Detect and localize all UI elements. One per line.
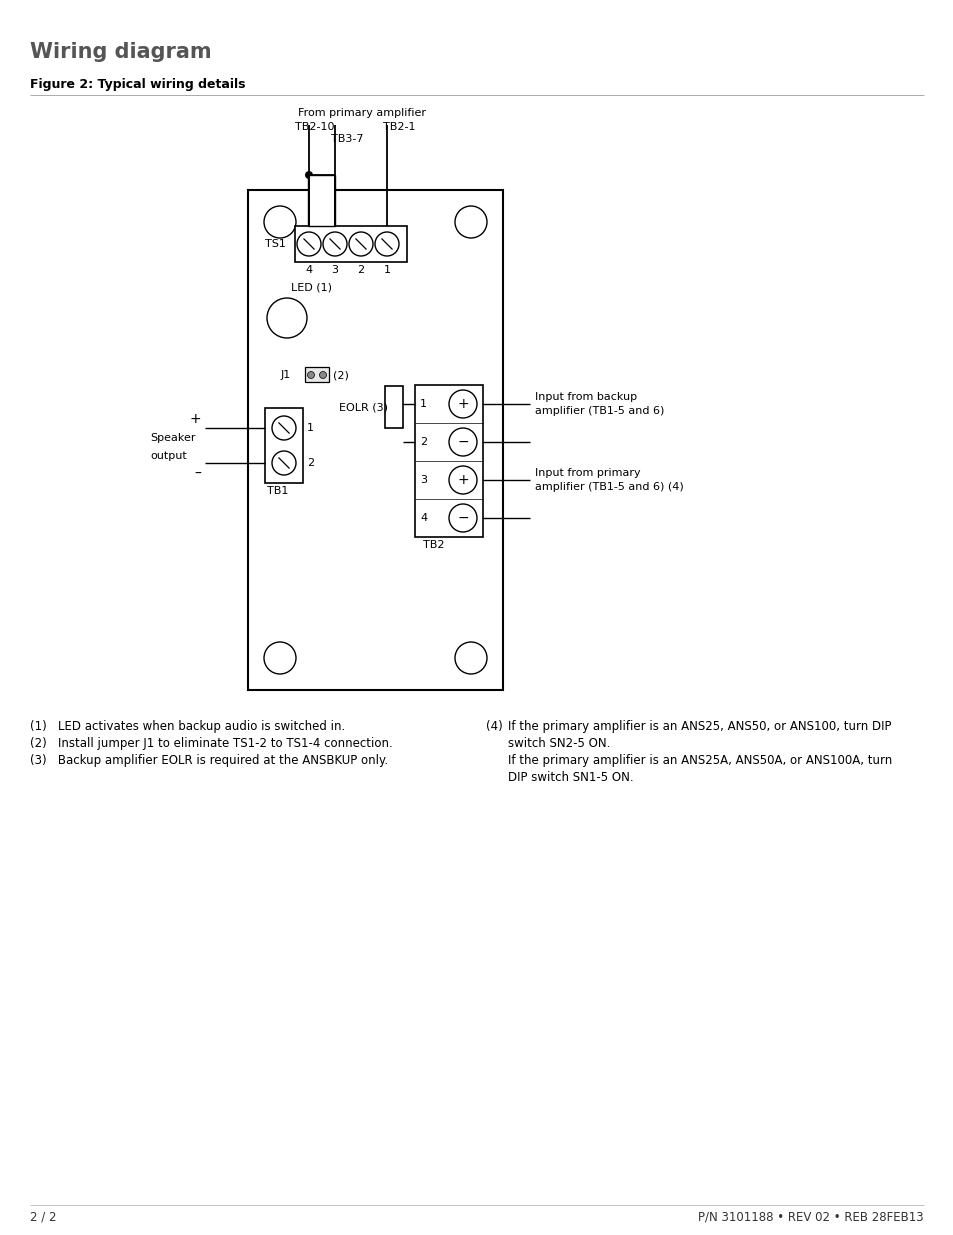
Text: amplifier (TB1-5 and 6) (4): amplifier (TB1-5 and 6) (4) (535, 482, 683, 492)
Text: TB1: TB1 (267, 487, 288, 496)
Text: –: – (193, 467, 201, 480)
Text: EOLR (3): EOLR (3) (338, 403, 388, 412)
Text: switch SN2-5 ON.: switch SN2-5 ON. (507, 737, 610, 750)
Text: output: output (150, 451, 187, 461)
Text: (3)   Backup amplifier EOLR is required at the ANSBKUP only.: (3) Backup amplifier EOLR is required at… (30, 755, 388, 767)
Text: TB3-7: TB3-7 (331, 135, 363, 144)
Circle shape (323, 232, 347, 256)
Circle shape (455, 206, 486, 238)
Bar (308, 175, 335, 226)
Text: If the primary amplifier is an ANS25, ANS50, or ANS100, turn DIP: If the primary amplifier is an ANS25, AN… (507, 720, 890, 734)
Text: J1: J1 (281, 370, 291, 380)
Circle shape (267, 298, 307, 338)
Text: Speaker: Speaker (150, 433, 195, 443)
Circle shape (455, 642, 486, 674)
Text: (2): (2) (333, 370, 349, 380)
Bar (248, 190, 502, 690)
Circle shape (449, 466, 476, 494)
Circle shape (449, 429, 476, 456)
Bar (265, 408, 303, 483)
Text: (4): (4) (485, 720, 502, 734)
Bar (305, 367, 329, 382)
Text: TB2-1: TB2-1 (382, 122, 416, 132)
Text: −: − (456, 435, 468, 450)
Text: 1: 1 (307, 424, 314, 433)
Text: Input from backup: Input from backup (535, 391, 637, 403)
Text: 2 / 2: 2 / 2 (30, 1210, 56, 1223)
Bar (294, 226, 407, 262)
Text: Figure 2: Typical wiring details: Figure 2: Typical wiring details (30, 78, 245, 91)
Text: If the primary amplifier is an ANS25A, ANS50A, or ANS100A, turn: If the primary amplifier is an ANS25A, A… (507, 755, 891, 767)
Circle shape (264, 206, 295, 238)
Circle shape (349, 232, 373, 256)
Text: 4: 4 (305, 266, 313, 275)
Text: amplifier (TB1-5 and 6): amplifier (TB1-5 and 6) (535, 406, 663, 416)
Text: +: + (456, 473, 468, 487)
Circle shape (264, 642, 295, 674)
Circle shape (375, 232, 398, 256)
Bar (415, 385, 482, 537)
Circle shape (272, 451, 295, 475)
Text: +: + (456, 396, 468, 411)
Text: Wiring diagram: Wiring diagram (30, 42, 212, 62)
Text: 2: 2 (307, 458, 314, 468)
Circle shape (319, 372, 326, 378)
Bar (385, 387, 402, 429)
Text: 1: 1 (419, 399, 427, 409)
Text: TB2-10: TB2-10 (294, 122, 335, 132)
Text: Input from primary: Input from primary (535, 468, 640, 478)
Text: +: + (190, 412, 201, 426)
Text: 3: 3 (419, 475, 427, 485)
Text: (1)   LED activates when backup audio is switched in.: (1) LED activates when backup audio is s… (30, 720, 345, 734)
Text: TB2: TB2 (422, 540, 444, 550)
Text: P/N 3101188 • REV 02 • REB 28FEB13: P/N 3101188 • REV 02 • REB 28FEB13 (698, 1210, 923, 1223)
Text: DIP switch SN1-5 ON.: DIP switch SN1-5 ON. (507, 771, 633, 784)
Circle shape (272, 416, 295, 440)
Text: 2: 2 (357, 266, 364, 275)
Text: 1: 1 (383, 266, 390, 275)
Text: 2: 2 (419, 437, 427, 447)
Text: From primary amplifier: From primary amplifier (297, 107, 426, 119)
Circle shape (296, 232, 320, 256)
Text: TS1: TS1 (265, 240, 286, 249)
Text: (2)   Install jumper J1 to eliminate TS1-2 to TS1-4 connection.: (2) Install jumper J1 to eliminate TS1-2… (30, 737, 393, 750)
Circle shape (449, 504, 476, 532)
Text: 3: 3 (331, 266, 338, 275)
Circle shape (449, 390, 476, 417)
Text: 4: 4 (419, 513, 427, 522)
Text: LED (1): LED (1) (291, 283, 332, 293)
Circle shape (305, 170, 313, 179)
Circle shape (307, 372, 314, 378)
Text: −: − (456, 511, 468, 525)
